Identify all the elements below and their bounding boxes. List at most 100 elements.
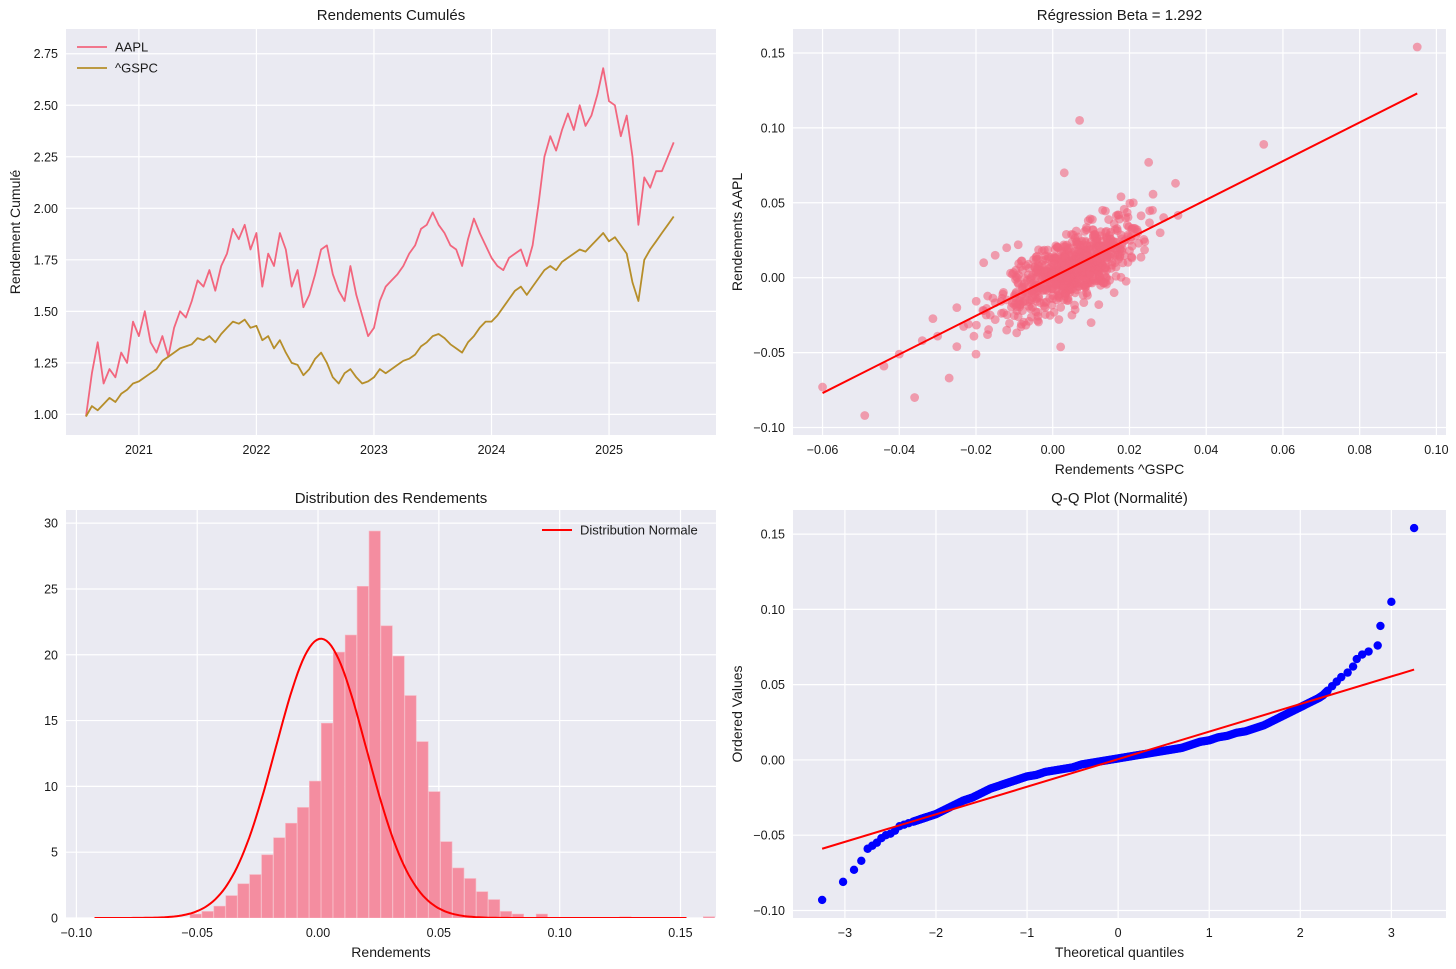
scatter-point bbox=[979, 258, 989, 268]
qq-point bbox=[1364, 647, 1373, 656]
legend-label: ^GSPC bbox=[115, 61, 158, 76]
scatter-point bbox=[1070, 305, 1080, 315]
y-tick-label: 0.05 bbox=[761, 678, 785, 692]
scatter-point bbox=[1011, 298, 1021, 308]
qq-point bbox=[1343, 668, 1352, 677]
scatter-point bbox=[1136, 252, 1146, 262]
scatter-point bbox=[818, 382, 827, 392]
y-tick-label: 0.00 bbox=[761, 753, 785, 767]
scatter-point bbox=[1056, 342, 1066, 352]
scatter-point bbox=[1121, 276, 1131, 286]
scatter-point bbox=[1034, 317, 1043, 327]
scatter-point bbox=[1114, 210, 1124, 220]
qq-reference-line bbox=[821, 668, 1415, 850]
x-tick-label: 0.15 bbox=[668, 926, 692, 940]
x-axis-label: Rendements bbox=[351, 944, 430, 960]
x-tick-label: −2 bbox=[929, 926, 943, 940]
scatter-point bbox=[959, 322, 969, 331]
y-tick-label: 0.05 bbox=[761, 196, 785, 210]
x-tick-label: −0.02 bbox=[960, 443, 992, 457]
qq-point bbox=[1373, 641, 1382, 650]
scatter-point bbox=[1122, 208, 1132, 217]
histogram-bar bbox=[189, 913, 202, 918]
scatter-point bbox=[1064, 244, 1074, 254]
y-axis-label: Rendements AAPL bbox=[729, 173, 745, 292]
y-tick-label: −0.10 bbox=[753, 904, 785, 918]
histogram-bar bbox=[404, 695, 417, 918]
bars-group bbox=[94, 530, 715, 918]
histogram-bar bbox=[368, 530, 381, 918]
scatter-point bbox=[1099, 278, 1108, 288]
y-tick-label: 1.75 bbox=[34, 253, 58, 267]
y-tick-label: 25 bbox=[44, 582, 58, 596]
chart-title: Distribution des Rendements bbox=[295, 490, 488, 507]
scatter-point bbox=[1054, 315, 1064, 324]
beta-regression-chart: −0.06 −0.04 −0.02 0.00 0.02 0.04 0.06 0.08 0.10 −… bbox=[729, 7, 1449, 477]
qq-point bbox=[1376, 621, 1385, 631]
scatter-point bbox=[1082, 288, 1092, 298]
scatter-point bbox=[1125, 198, 1135, 208]
x-tick-label: 0.10 bbox=[547, 926, 571, 940]
histogram-bar bbox=[249, 874, 262, 918]
scatter-point bbox=[1106, 263, 1116, 273]
legend: AAPL ^GSPC bbox=[77, 40, 158, 76]
y-tick-label: 0.10 bbox=[761, 603, 785, 617]
scatter-point bbox=[1094, 300, 1104, 310]
histogram-bar bbox=[225, 895, 238, 918]
scatter-point bbox=[999, 308, 1009, 318]
scatter-point bbox=[1023, 297, 1033, 307]
histogram-bar bbox=[261, 854, 274, 918]
scatter-point bbox=[1109, 288, 1119, 298]
histogram-bar bbox=[452, 867, 465, 918]
y-tick-label: 1.25 bbox=[34, 356, 58, 370]
x-tick-label: 2024 bbox=[478, 443, 506, 457]
scatter-point bbox=[1079, 298, 1089, 308]
scatter-point bbox=[1075, 115, 1084, 125]
histogram-bar bbox=[440, 841, 453, 918]
scatter-point bbox=[1031, 273, 1041, 283]
histogram-bar bbox=[237, 883, 250, 918]
scatter-point bbox=[1075, 273, 1085, 283]
scatter-point bbox=[1073, 264, 1083, 274]
series-group bbox=[85, 67, 675, 417]
y-tick-label: 2.00 bbox=[34, 202, 58, 216]
histogram-bar bbox=[297, 807, 310, 918]
scatter-point bbox=[1016, 256, 1026, 266]
scatter-point bbox=[1033, 265, 1042, 275]
y-tick-label: 15 bbox=[44, 714, 58, 728]
chart-title: Rendements Cumulés bbox=[317, 7, 465, 24]
x-tick-label: 2025 bbox=[595, 443, 623, 457]
x-tick-label: 0.00 bbox=[1041, 443, 1065, 457]
y-tick-label: 20 bbox=[44, 648, 58, 662]
x-tick-label: −0.10 bbox=[61, 926, 93, 940]
scatter-point bbox=[1053, 286, 1063, 296]
histogram-bar bbox=[344, 634, 357, 918]
scatter-point bbox=[1005, 318, 1014, 328]
histogram-bar bbox=[213, 905, 226, 918]
scatter-point bbox=[1061, 229, 1071, 239]
y-tick-label: 2.75 bbox=[34, 47, 58, 61]
chart-title: Q-Q Plot (Normalité) bbox=[1051, 490, 1188, 507]
qq-point bbox=[857, 856, 866, 865]
scatter-point bbox=[928, 314, 938, 324]
scatter-point bbox=[1155, 228, 1165, 238]
qq-point bbox=[817, 895, 827, 905]
y-tick-label: 2.50 bbox=[34, 99, 58, 113]
normal-curve bbox=[94, 637, 687, 918]
scatter-point bbox=[1059, 168, 1069, 178]
scatter-point bbox=[1049, 307, 1059, 317]
qq-point bbox=[1358, 650, 1367, 659]
scatter-point bbox=[1086, 244, 1096, 254]
y-tick-label: 5 bbox=[51, 846, 58, 860]
grid-lines bbox=[66, 29, 716, 435]
scatter-point bbox=[1041, 297, 1051, 307]
y-tick-label: 0.00 bbox=[761, 271, 785, 285]
scatter-point bbox=[952, 342, 962, 352]
x-tick-label: 2023 bbox=[360, 443, 388, 457]
y-tick-label: 1.50 bbox=[34, 305, 58, 319]
cumulative-returns-chart: 2021 2022 2023 2024 2025 1.00 1.25 1.50 1.75 2.00… bbox=[7, 7, 716, 457]
x-tick-label: 2022 bbox=[243, 443, 271, 457]
returns-distribution-chart: −0.10 −0.05 0.00 0.05 0.10 0.15 0 5 10 15 20 25 30 Di… bbox=[44, 490, 716, 960]
x-tick-label: −0.05 bbox=[181, 926, 213, 940]
